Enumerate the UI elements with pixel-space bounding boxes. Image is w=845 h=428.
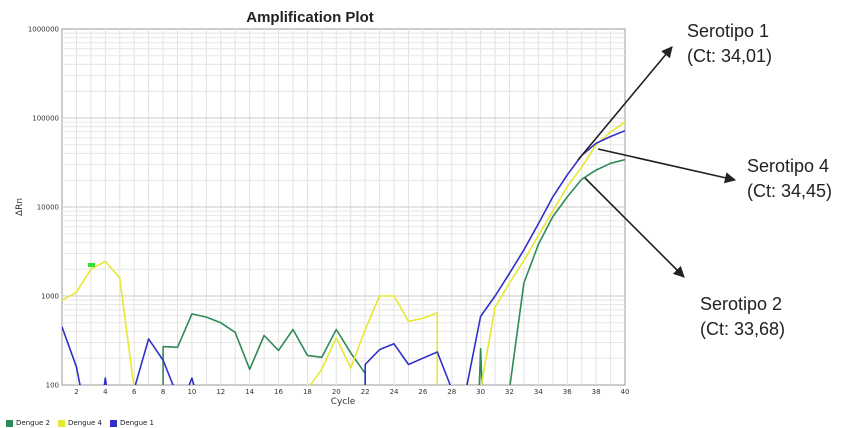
grid-lines (62, 29, 625, 385)
x-tick-label: 24 (390, 388, 399, 396)
arrow-serotipo-4 (597, 148, 737, 184)
x-tick-label: 34 (534, 388, 543, 396)
x-tick-label: 28 (447, 388, 456, 396)
x-tick-label: 30 (476, 388, 485, 396)
legend-swatch-dengue-1 (110, 419, 117, 427)
x-tick-label: 16 (274, 388, 283, 396)
legend-item-dengue-4: Dengue 4 (58, 419, 102, 427)
arrow-serotipo-2 (584, 177, 685, 278)
legend-label-dengue-1: Dengue 1 (120, 419, 154, 427)
x-tick-label: 18 (303, 388, 312, 396)
x-tick-label: 8 (161, 388, 165, 396)
annotation-serotipo-1-name: Serotipo 1 (687, 21, 769, 41)
x-tick-label: 4 (103, 388, 108, 396)
y-axis-label: ΔRn (15, 198, 25, 216)
x-tick-label: 40 (621, 388, 630, 396)
annotation-serotipo-1-ct: (Ct: 34,01) (687, 46, 772, 66)
x-tick-label: 14 (245, 388, 254, 396)
y-tick-label: 100000 (32, 115, 59, 123)
x-tick-label: 20 (332, 388, 341, 396)
green-marker (88, 263, 95, 267)
x-axis-label: Cycle (331, 397, 356, 407)
x-tick-label: 10 (187, 388, 196, 396)
y-tick-label: 100 (46, 382, 59, 390)
series-line-dengue-1 (62, 129, 625, 385)
series-line-dengue-4 (62, 121, 625, 385)
annotation-serotipo-4-name: Serotipo 4 (747, 156, 829, 176)
annotation-serotipo-2-ct: (Ct: 33,68) (700, 319, 785, 339)
legend-item-dengue-1: Dengue 1 (110, 419, 154, 427)
x-tick-label: 26 (418, 388, 427, 396)
annotation-serotipo-2-name: Serotipo 2 (700, 294, 782, 314)
annotation-serotipo-4-ct: (Ct: 34,45) (747, 181, 832, 201)
y-tick-label: 1000000 (28, 26, 59, 34)
legend-swatch-dengue-4 (58, 419, 65, 427)
x-tick-label: 12 (216, 388, 225, 396)
y-tick-label: 10000 (37, 204, 59, 212)
arrow-serotipo-1 (577, 46, 673, 161)
x-tick-label: 22 (361, 388, 370, 396)
y-axis-ticks: 100 1000 10000 100000 1000000 (28, 26, 59, 390)
x-tick-label: 36 (563, 388, 572, 396)
legend-swatch-dengue-2 (6, 419, 13, 427)
x-tick-label: 38 (592, 388, 601, 396)
x-tick-label: 2 (74, 388, 78, 396)
x-tick-label: 6 (132, 388, 137, 396)
chart-title: Amplification Plot (246, 9, 374, 26)
x-tick-label: 32 (505, 388, 514, 396)
legend-item-dengue-2: Dengue 2 (6, 419, 50, 427)
legend-label-dengue-2: Dengue 2 (16, 419, 50, 427)
legend-label-dengue-4: Dengue 4 (68, 419, 102, 427)
series-line-dengue-2 (162, 158, 625, 385)
y-tick-label: 1000 (41, 293, 59, 301)
series-layer (62, 121, 625, 385)
legend: Dengue 2 Dengue 4 Dengue 1 (6, 419, 154, 427)
x-axis-ticks: 2 4 6 8 10 12 14 16 18 20 22 24 26 28 30 32 34 36 38 40 (74, 388, 629, 396)
